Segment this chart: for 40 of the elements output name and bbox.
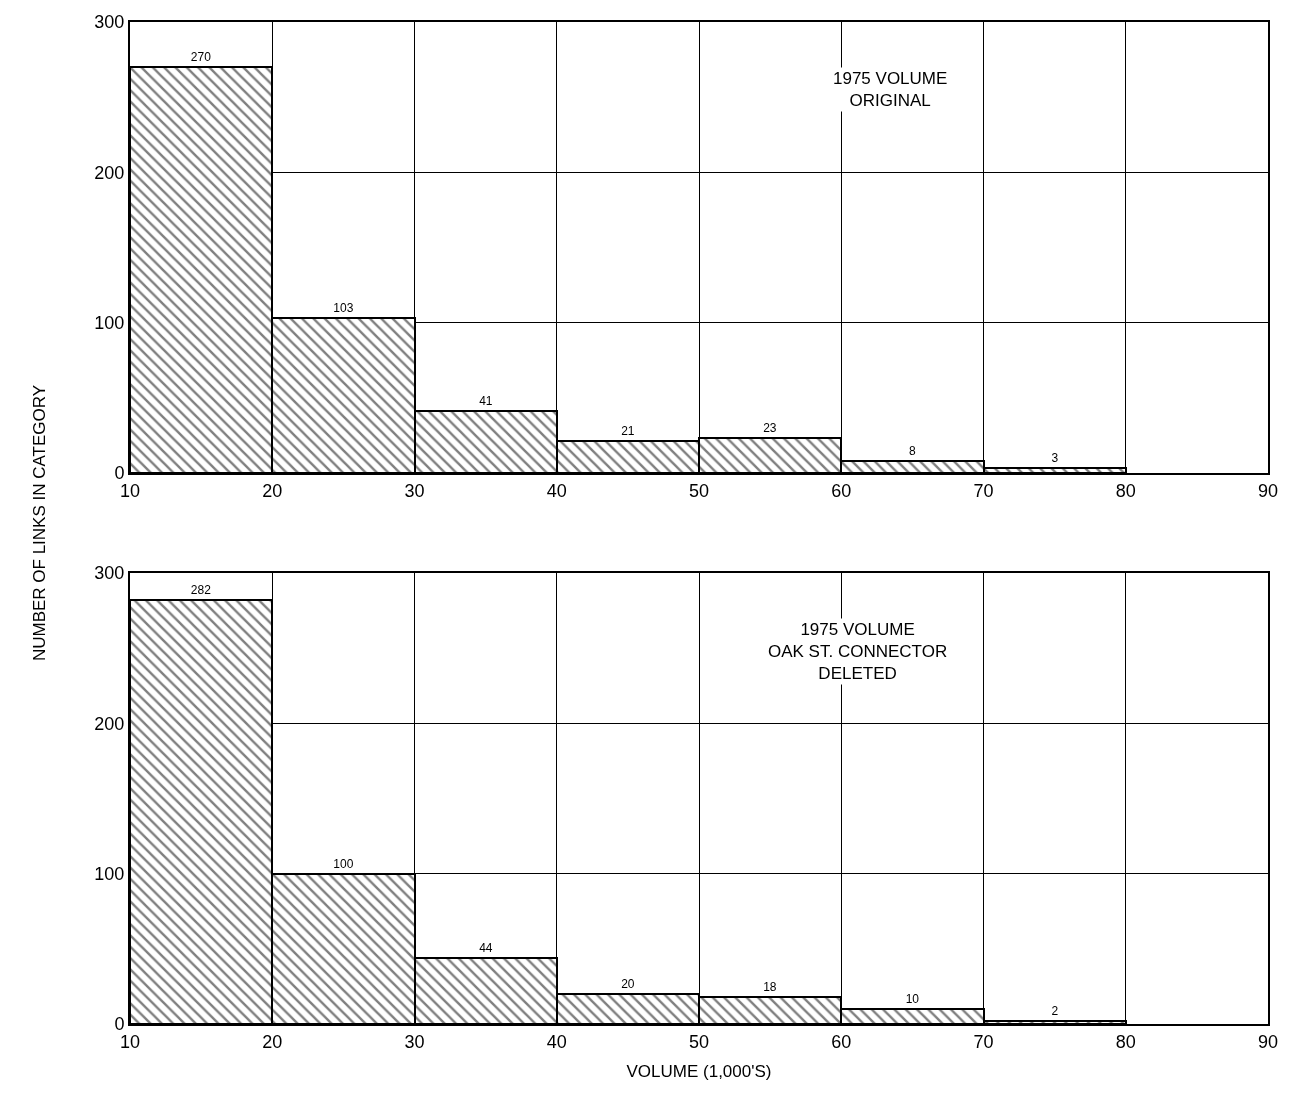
data-label: 103 [333,301,354,315]
data-label: 100 [333,857,354,872]
y-tick-label: 200 [94,162,125,183]
x-tick-label: 30 [404,1031,425,1052]
x-axis-title: VOLUME (1,000'S) [626,1062,772,1082]
x-tick-label: 80 [1115,480,1136,501]
data-label: 23 [763,421,777,435]
data-label: 10 [905,992,920,1007]
data-label: 44 [479,941,493,956]
data-label: 18 [763,980,777,995]
x-tick-label: 40 [546,480,567,501]
data-label: 20 [621,977,635,992]
y-axis-title: NUMBER OF LINKS IN CATEGORY [30,384,50,662]
y-tick-label: 300 [94,12,125,33]
x-tick-label: 70 [973,480,994,501]
x-tick-label: 70 [973,1031,994,1052]
annotation: 1975 VOLUME ORIGINAL [833,69,948,111]
y-tick-label: 100 [94,312,125,333]
data-label: 21 [621,424,635,438]
x-tick-label: 90 [1257,1031,1279,1052]
x-tick-label: 20 [262,480,283,501]
annotation: 1975 VOLUME OAK ST. CONNECTOR DELETED [768,620,948,684]
x-tick-label: 90 [1257,480,1279,501]
data-label: 3 [1051,451,1059,465]
y-tick-label: 300 [94,563,125,584]
y-tick-label: 100 [94,864,125,884]
x-tick-label: 50 [688,1031,710,1052]
x-tick-label: 80 [1115,1031,1136,1052]
x-tick-label: 40 [546,1031,567,1052]
x-tick-label: 60 [831,1031,852,1052]
data-label: 41 [479,394,493,408]
x-tick-label: 50 [688,480,710,501]
x-tick-label: 60 [831,480,852,501]
y-tick-label: 200 [94,713,125,734]
data-label: 282 [190,583,212,598]
x-tick-label: 20 [262,1031,283,1052]
data-label: 8 [909,444,916,458]
data-label: 270 [190,50,212,64]
x-tick-label: 30 [404,480,425,501]
data-label: 2 [1051,1004,1059,1019]
